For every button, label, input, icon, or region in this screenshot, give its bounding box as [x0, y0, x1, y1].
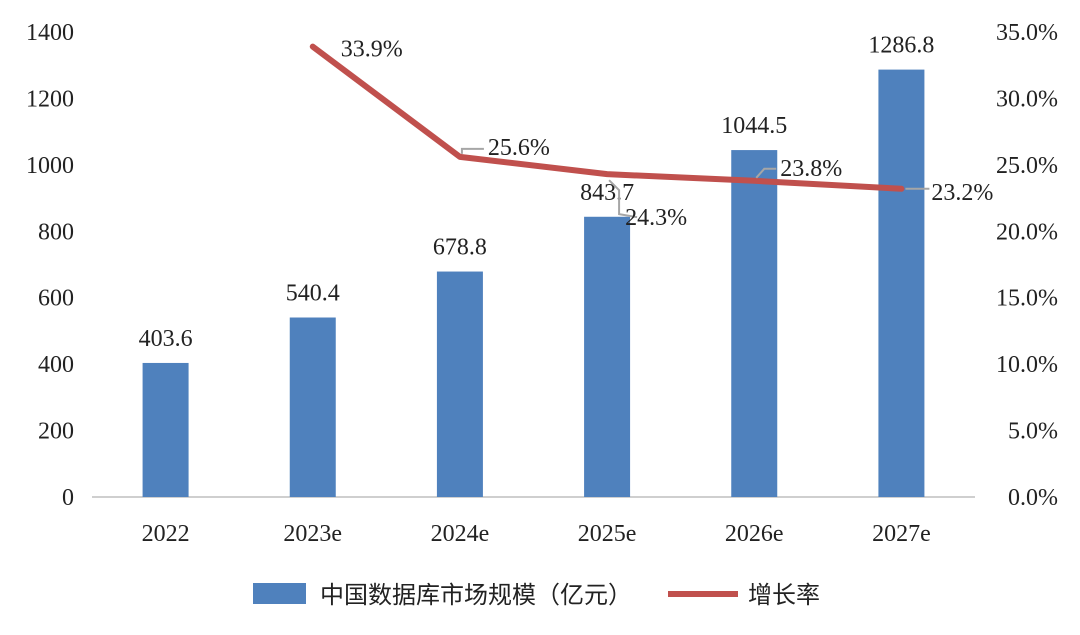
- right-tick-label: 20.0%: [996, 219, 1058, 245]
- right-tick-label: 25.0%: [996, 153, 1058, 179]
- legend: 中国数据库市场规模（亿元） 增长率: [253, 582, 820, 609]
- right-tick-label: 35.0%: [996, 20, 1058, 46]
- x-tick-label: 2026e: [725, 521, 784, 547]
- line-series: [309, 43, 905, 192]
- bar: [142, 362, 189, 497]
- x-tick-label: 2025e: [578, 521, 637, 547]
- right-tick-label: 5.0%: [1008, 419, 1058, 445]
- legend-bar-swatch: [253, 583, 306, 604]
- left-tick-label: 1400: [26, 20, 74, 46]
- left-tick-label: 200: [38, 419, 74, 445]
- left-tick-label: 0: [62, 485, 74, 511]
- line-value-label: 33.9%: [341, 37, 403, 63]
- left-tick-label: 400: [38, 352, 74, 378]
- bar-value-label: 540.4: [286, 281, 340, 307]
- bar: [289, 317, 336, 497]
- left-axis-ticks: 0 200 400 600 800 1000 1200 1400: [26, 20, 74, 511]
- x-tick-label: 2027e: [872, 521, 931, 547]
- left-tick-label: 1000: [26, 153, 74, 179]
- x-tick-label: 2022: [142, 521, 190, 547]
- x-tick-label: 2024e: [431, 521, 490, 547]
- x-tick-label: 2023e: [283, 521, 342, 547]
- bar-data-labels: 403.6 540.4 678.8 843.7 1044.5 1286.8: [139, 33, 935, 352]
- right-axis-ticks: 0.0% 5.0% 10.0% 15.0% 20.0% 25.0% 30.0% 35.0%: [996, 20, 1058, 511]
- bar: [584, 216, 631, 498]
- legend-line-label: 增长率: [748, 582, 820, 609]
- x-axis-ticks: 2022 2023e 2024e 2025e 2026e 2027e: [142, 521, 931, 547]
- legend-bar-label: 中国数据库市场规模（亿元）: [320, 582, 632, 609]
- line-value-label: 24.3%: [625, 205, 687, 231]
- line-value-label: 23.8%: [780, 156, 842, 182]
- line-data-labels: 33.9% 25.6% 24.3% 23.8% 23.2%: [341, 37, 994, 232]
- line-value-label: 23.2%: [931, 180, 993, 206]
- bar-value-label: 1286.8: [868, 33, 934, 59]
- bar-value-label: 678.8: [433, 235, 487, 261]
- label-leader-line: [755, 167, 777, 179]
- right-tick-label: 10.0%: [996, 352, 1058, 378]
- left-tick-label: 600: [38, 286, 74, 312]
- bar-series: [142, 69, 925, 498]
- right-tick-label: 15.0%: [996, 286, 1058, 312]
- bar: [436, 271, 483, 497]
- left-tick-label: 800: [38, 219, 74, 245]
- bar: [878, 69, 925, 497]
- label-leader-line: [608, 179, 638, 219]
- right-tick-label: 0.0%: [1008, 485, 1058, 511]
- bar: [731, 150, 778, 497]
- right-tick-label: 30.0%: [996, 86, 1058, 112]
- bar-value-label: 403.6: [139, 326, 193, 352]
- label-leader-line: [460, 147, 484, 154]
- left-tick-label: 1200: [26, 86, 74, 112]
- line-value-label: 25.6%: [488, 135, 550, 161]
- bar-value-label: 1044.5: [721, 113, 787, 139]
- growth-rate-line: [309, 43, 905, 192]
- bar-value-label: 843.7: [580, 180, 634, 206]
